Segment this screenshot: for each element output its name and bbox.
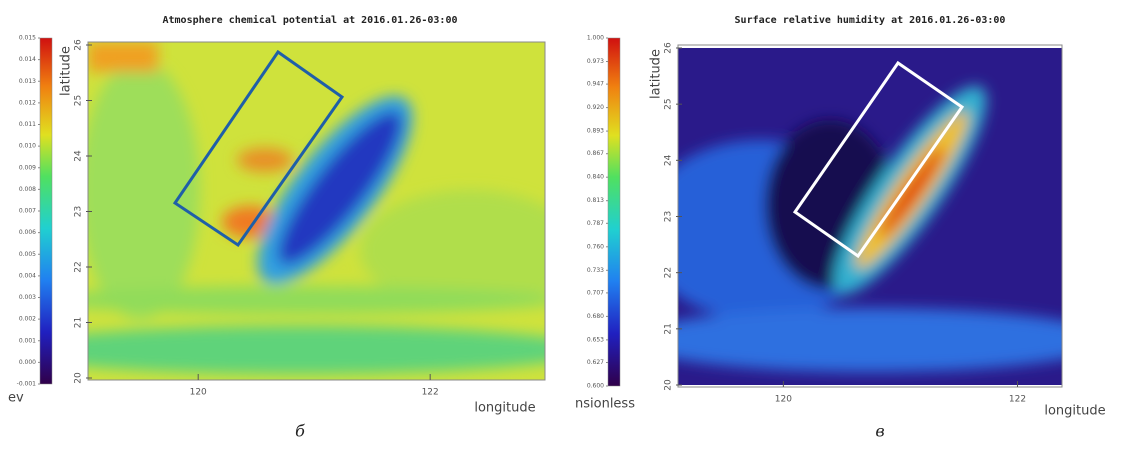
colorbar-tick-label: 0.893: [587, 128, 604, 135]
colorbar-tick-label: 0.867: [587, 150, 604, 157]
colorbar-tick-label: 0.733: [587, 267, 604, 274]
y-tick-label: 20: [74, 372, 84, 384]
colorbar-tick-label: 0.004: [19, 272, 36, 279]
colorbar-tick-label: 0.000: [19, 359, 36, 366]
panel-label: в: [875, 422, 884, 441]
highlight-box: [792, 60, 965, 259]
colorbar-tick-label: 0.973: [587, 58, 604, 65]
x-tick-label: 122: [1009, 395, 1026, 405]
highlight-box: [172, 49, 345, 248]
x-axis-label: longitude: [1044, 404, 1105, 419]
colorbar-tick-label: 0.011: [19, 121, 36, 128]
colorbar: [39, 37, 53, 385]
colorbar-tick-label: 0.006: [19, 229, 36, 236]
colorbar-tick-label: 0.920: [587, 104, 604, 111]
x-axis-label: longitude: [474, 401, 535, 416]
colorbar-tick-label: 0.013: [19, 78, 36, 85]
x-tick-label: 120: [190, 388, 207, 398]
colorbar-tick-label: 0.002: [19, 316, 36, 323]
colorbar-tick-label: 0.840: [587, 174, 604, 181]
colorbar-tick-label: 0.680: [587, 313, 604, 320]
colorbar-tick-label: 0.707: [587, 289, 604, 296]
x-tick-label: 120: [775, 395, 792, 405]
y-tick-label: 21: [664, 323, 674, 334]
y-tick-label: 26: [74, 39, 84, 51]
colorbar-tick-label: 0.014: [19, 56, 36, 63]
y-tick-label: 23: [664, 211, 674, 222]
colorbar-tick-label: 0.010: [19, 143, 36, 150]
colorbar-tick-label: 0.015: [19, 35, 36, 42]
y-tick-label: 22: [74, 261, 84, 272]
chart-title: Atmosphere chemical potential at 2016.01…: [162, 14, 457, 26]
colorbar-tick-label: 0.787: [587, 220, 604, 227]
colorbar-tick-label: 0.012: [19, 99, 36, 106]
colorbar-tick-label: 0.003: [19, 294, 36, 301]
colorbar-tick-label: 0.760: [587, 243, 604, 250]
colorbar-tick-label: 0.008: [19, 186, 36, 193]
y-tick-label: 25: [74, 95, 84, 106]
colorbar-tick-label: 0.627: [587, 359, 604, 366]
colorbar-tick-label: 1.000: [587, 35, 604, 42]
x-tick-label: 122: [422, 388, 439, 398]
y-axis-label: latitude: [59, 46, 74, 96]
colorbar-tick-label: -0.001: [17, 381, 37, 388]
heatmap-field: [88, 42, 545, 380]
y-tick-label: 21: [74, 317, 84, 328]
y-tick-label: 25: [664, 98, 674, 109]
colorbar-tick-label: 0.009: [19, 164, 36, 171]
chart-title: Surface relative humidity at 2016.01.26-…: [735, 14, 1006, 26]
y-tick-label: 24: [74, 150, 84, 162]
colorbar-label: ev: [8, 391, 24, 406]
colorbar-tick-label: 0.007: [19, 208, 36, 215]
y-tick-label: 26: [664, 42, 674, 54]
colorbar-label: nsionless: [575, 397, 635, 412]
colorbar-tick-label: 0.653: [587, 336, 604, 343]
colorbar-tick-label: 0.947: [587, 81, 604, 88]
colorbar-tick-label: 0.600: [587, 383, 604, 390]
colorbar-tick-label: 0.005: [19, 251, 36, 258]
panel-label: б: [295, 422, 305, 441]
y-tick-label: 22: [664, 267, 674, 278]
y-tick-label: 23: [74, 206, 84, 217]
y-tick-label: 20: [664, 379, 674, 391]
colorbar-tick-label: 0.813: [587, 197, 604, 204]
heatmap-field: [678, 48, 1062, 385]
colorbar: [607, 37, 621, 387]
y-tick-label: 24: [664, 154, 674, 166]
colorbar-tick-label: 0.001: [19, 337, 36, 344]
y-axis-label: latitude: [649, 49, 664, 99]
